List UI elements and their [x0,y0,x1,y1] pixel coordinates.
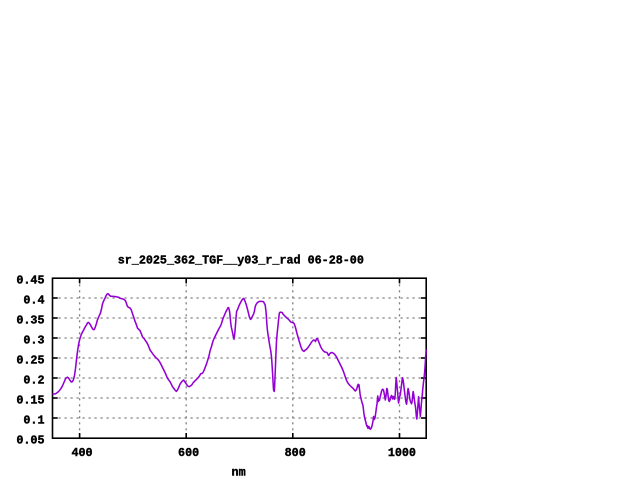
svg-text:800: 800 [285,446,306,460]
svg-text:0.15: 0.15 [16,393,44,407]
svg-text:0.45: 0.45 [16,273,44,287]
svg-text:1000: 1000 [388,446,416,460]
svg-text:0.4: 0.4 [23,293,44,307]
svg-text:600: 600 [178,446,199,460]
svg-text:0.2: 0.2 [23,373,44,387]
svg-text:nm: nm [232,465,246,479]
svg-text:400: 400 [71,446,92,460]
svg-text:0.25: 0.25 [16,353,44,367]
svg-text:0.1: 0.1 [23,413,44,427]
svg-text:0.05: 0.05 [16,433,44,447]
svg-text:0.35: 0.35 [16,313,44,327]
svg-text:0.3: 0.3 [23,333,44,347]
svg-text:sr_2025_362_TGF__y03_r_rad 06-: sr_2025_362_TGF__y03_r_rad 06-28-00 [118,254,364,268]
